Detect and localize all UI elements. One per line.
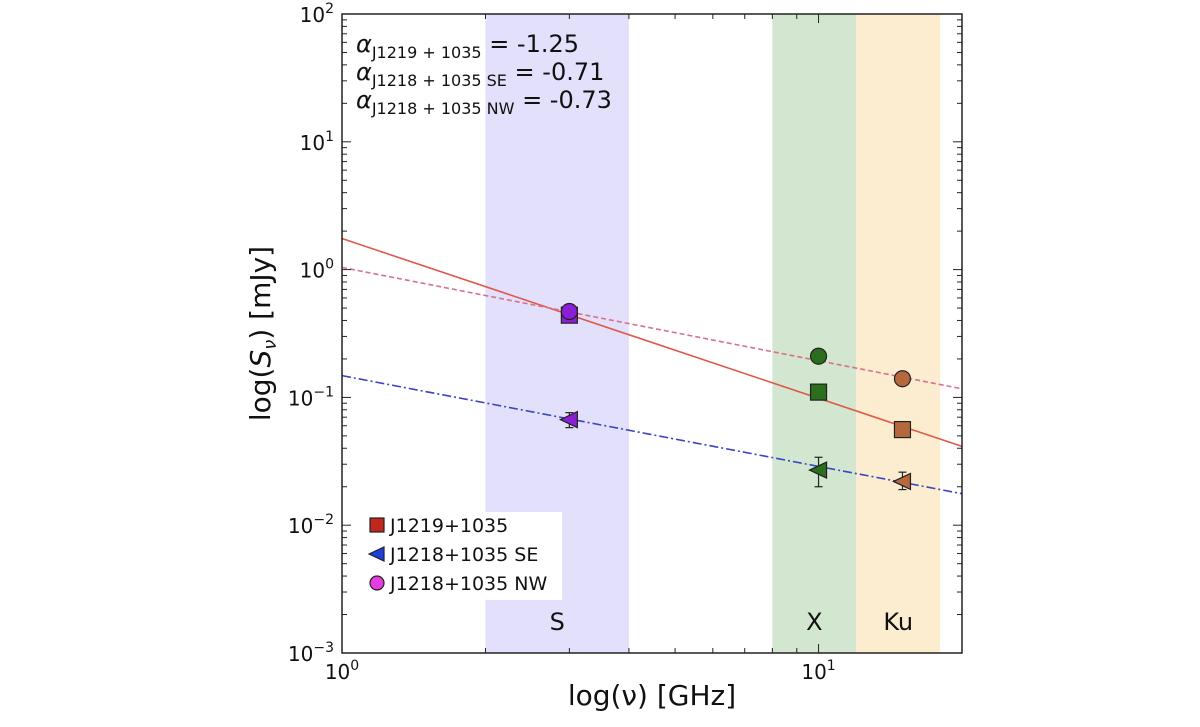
fit-line-2	[341, 266, 963, 390]
band-label-ku: Ku	[883, 608, 913, 636]
x-tick-label: 100	[325, 658, 359, 684]
legend-label: J1218+1035 NW	[389, 573, 547, 595]
fit-line-1	[341, 374, 963, 495]
y-tick-label: 10−2	[288, 512, 334, 538]
legend-label: J1219+1035	[389, 515, 508, 537]
spectral-index-annotation: αJ1218 + 1035 NW = -0.73	[356, 86, 612, 118]
data-point-1-1	[808, 461, 828, 480]
fit-line-0	[341, 237, 963, 448]
data-point-0-1	[809, 383, 828, 401]
data-point-2-1	[809, 347, 828, 365]
y-tick-label: 102	[300, 1, 334, 27]
band-x	[772, 14, 857, 653]
data-point-2-2	[893, 370, 912, 388]
legend-marker-0	[369, 517, 385, 533]
spectral-index-annotation: αJ1219 + 1035 = -1.25	[356, 30, 579, 62]
legend-marker-1	[367, 546, 385, 562]
data-point-1-2	[892, 472, 912, 491]
plot-frame	[341, 13, 963, 654]
y-axis-label: log(Sν) [mJy]	[244, 246, 281, 421]
data-point-0-2	[893, 420, 912, 439]
band-label-s: S	[550, 608, 565, 636]
legend-box	[362, 512, 562, 600]
spectral-index-annotation: αJ1218 + 1035 SE = -0.71	[356, 58, 604, 90]
x-axis-label: log(ν) [GHz]	[568, 679, 736, 712]
legend-label: J1218+1035 SE	[389, 544, 538, 566]
band-label-x: X	[806, 608, 822, 636]
band-ku	[856, 14, 941, 653]
x-tick-label: 101	[801, 658, 835, 684]
y-tick-label: 100	[300, 257, 334, 283]
y-tick-label: 101	[300, 129, 334, 155]
y-tick-label: 10−1	[288, 384, 334, 410]
legend-marker-2	[369, 575, 385, 591]
data-point-2-0	[560, 302, 578, 321]
data-point-1-0	[558, 410, 578, 429]
